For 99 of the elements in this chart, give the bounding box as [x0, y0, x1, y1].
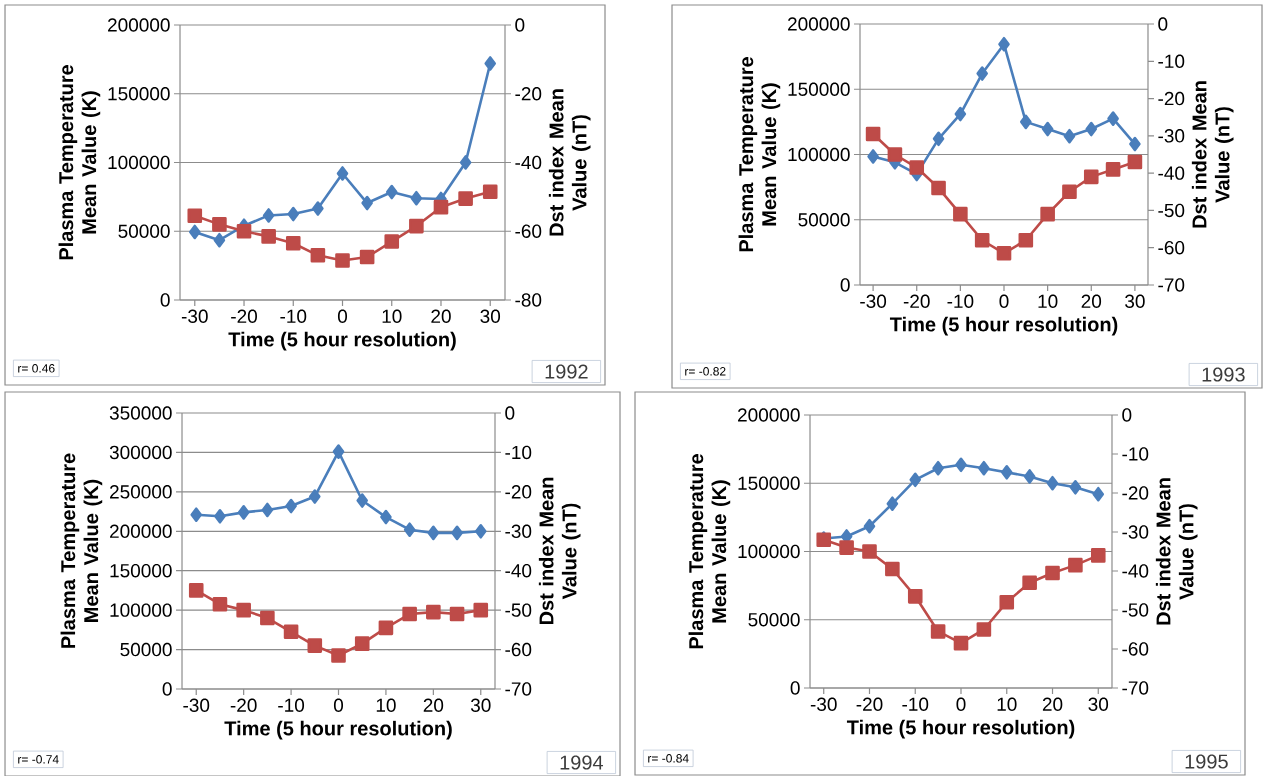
y-tick-label: 150000 — [788, 82, 850, 96]
x-tick-label: 30 — [470, 698, 491, 712]
x-tick-label: -20 — [231, 309, 257, 323]
y-tick-label: 100000 — [738, 544, 800, 559]
y2-tick-label: -70 — [1158, 278, 1185, 292]
x-tick-label: 20 — [431, 309, 451, 323]
y2-tick-label: -30 — [1158, 129, 1185, 143]
x-tick-label: 10 — [382, 309, 402, 323]
y2-tick-label: -60 — [1158, 240, 1185, 255]
y-axis-title: Plasma Temperature Mean Value (K) — [58, 64, 101, 260]
x-tick-label: 0 — [333, 698, 344, 712]
y-tick-label: 200000 — [738, 408, 800, 422]
y2-tick-label: -20 — [1158, 91, 1185, 106]
y2-tick-label: -60 — [505, 642, 532, 657]
text: r= -0.82 — [685, 367, 726, 376]
y-tick-label: 100000 — [110, 603, 172, 617]
y2-tick-label: -20 — [1122, 486, 1149, 500]
x-axis-title: Time (5 hour resolution) — [228, 331, 456, 351]
y-tick-label: 300000 — [109, 445, 172, 460]
y2-tick-label: 0 — [505, 406, 515, 420]
x-tick-label: 0 — [999, 294, 1009, 308]
x-tick-label: -30 — [860, 294, 887, 308]
x-tick-label: 30 — [480, 309, 501, 323]
x-tick-label: -10 — [947, 294, 974, 308]
x-tick-label: -20 — [903, 294, 930, 308]
x-tick-label: -30 — [183, 698, 210, 712]
text: r= -0.84 — [648, 754, 689, 763]
y2-tick-label: -30 — [505, 524, 532, 539]
y2-tick-label: 0 — [1122, 408, 1132, 422]
y-axis-title: Plasma Temperature Mean Value (K) — [738, 56, 781, 252]
y2-tick-label: -10 — [1122, 447, 1149, 461]
y-tick-label: 100000 — [788, 147, 850, 162]
y2-tick-label: 0 — [515, 18, 525, 32]
y2-tick-label: -40 — [1158, 166, 1185, 180]
x-axis-title: Time (5 hour resolution) — [224, 720, 452, 740]
y2-tick-label: -60 — [1122, 642, 1149, 656]
x-tick-label: 10 — [376, 698, 396, 712]
x-tick-label: -10 — [902, 697, 929, 711]
y-axis-title: Plasma Temperature Mean Value (K) — [60, 453, 103, 648]
y2-tick-label: -40 — [1122, 564, 1149, 578]
y2-tick-label: -10 — [505, 445, 532, 460]
x-tick-label: 0 — [337, 309, 348, 323]
x-axis-title: Time (5 hour resolution) — [889, 316, 1118, 336]
text: 1994 — [560, 755, 604, 770]
y-tick-label: 200000 — [108, 18, 170, 32]
x-tick-label: 20 — [423, 698, 444, 712]
y-tick-label: 150000 — [738, 476, 800, 490]
text: 1993 — [1202, 367, 1245, 382]
x-tick-label: -20 — [856, 697, 883, 711]
y-tick-label: 250000 — [110, 485, 172, 499]
y-axis-title: Plasma Temperature Mean Value (K) — [688, 453, 731, 649]
y-tick-label: 150000 — [110, 563, 172, 578]
x-tick-label: -30 — [810, 697, 837, 711]
y2-tick-label: -40 — [505, 563, 532, 578]
y-tick-label: 50000 — [748, 613, 800, 627]
y2-tick-label: -30 — [1122, 525, 1149, 539]
y-tick-label: 0 — [162, 682, 172, 696]
x-tick-label: 20 — [1081, 294, 1102, 308]
y-tick-label: 0 — [790, 681, 800, 695]
y-tick-label: 200000 — [788, 17, 850, 31]
y2-axis-title: Dst index Mean Value (nT) — [538, 477, 581, 625]
x-tick-label: 30 — [1125, 294, 1145, 308]
text: r= -0.74 — [18, 755, 59, 764]
x-tick-label: 20 — [1042, 697, 1063, 711]
y-tick-label: 50000 — [120, 642, 172, 657]
y2-axis-title: Dst index Mean Value (nT) — [548, 89, 591, 236]
text: r= 0.46 — [18, 364, 55, 373]
y2-tick-label: 0 — [1158, 17, 1168, 31]
x-tick-label: -10 — [278, 698, 305, 712]
y-tick-label: 200000 — [110, 524, 172, 538]
y2-tick-label: -70 — [505, 682, 532, 696]
y-tick-label: 50000 — [798, 213, 850, 227]
y-tick-label: 0 — [840, 278, 850, 292]
text: 1995 — [1185, 754, 1228, 769]
y2-tick-label: -50 — [1158, 203, 1185, 218]
y2-tick-label: -80 — [515, 293, 542, 307]
x-tick-label: -10 — [280, 309, 307, 323]
y2-tick-label: -70 — [1122, 681, 1149, 695]
y2-tick-label: -50 — [505, 603, 532, 617]
y2-tick-label: -20 — [505, 485, 532, 499]
y2-axis-title: Dst index Mean Value (nT) — [1191, 81, 1234, 228]
y-tick-label: 50000 — [118, 224, 170, 238]
y2-tick-label: -60 — [515, 224, 542, 238]
x-tick-label: 10 — [1038, 294, 1058, 308]
x-tick-label: -30 — [181, 309, 208, 323]
x-tick-label: 0 — [956, 697, 966, 711]
x-tick-label: -20 — [230, 698, 257, 712]
y-tick-label: 350000 — [109, 406, 172, 420]
y2-tick-label: -10 — [1158, 54, 1185, 69]
y-tick-label: 150000 — [108, 87, 170, 101]
x-tick-label: 10 — [997, 697, 1017, 711]
text: 1992 — [545, 364, 588, 379]
y2-tick-label: -50 — [1122, 603, 1149, 617]
y2-tick-label: -40 — [515, 155, 542, 170]
y2-axis-title: Dst index Mean Value (nT) — [1155, 478, 1198, 625]
x-tick-label: 30 — [1088, 697, 1109, 711]
x-axis-title: Time (5 hour resolution) — [846, 719, 1075, 739]
y2-tick-label: -20 — [515, 87, 542, 101]
y-tick-label: 100000 — [108, 155, 170, 170]
